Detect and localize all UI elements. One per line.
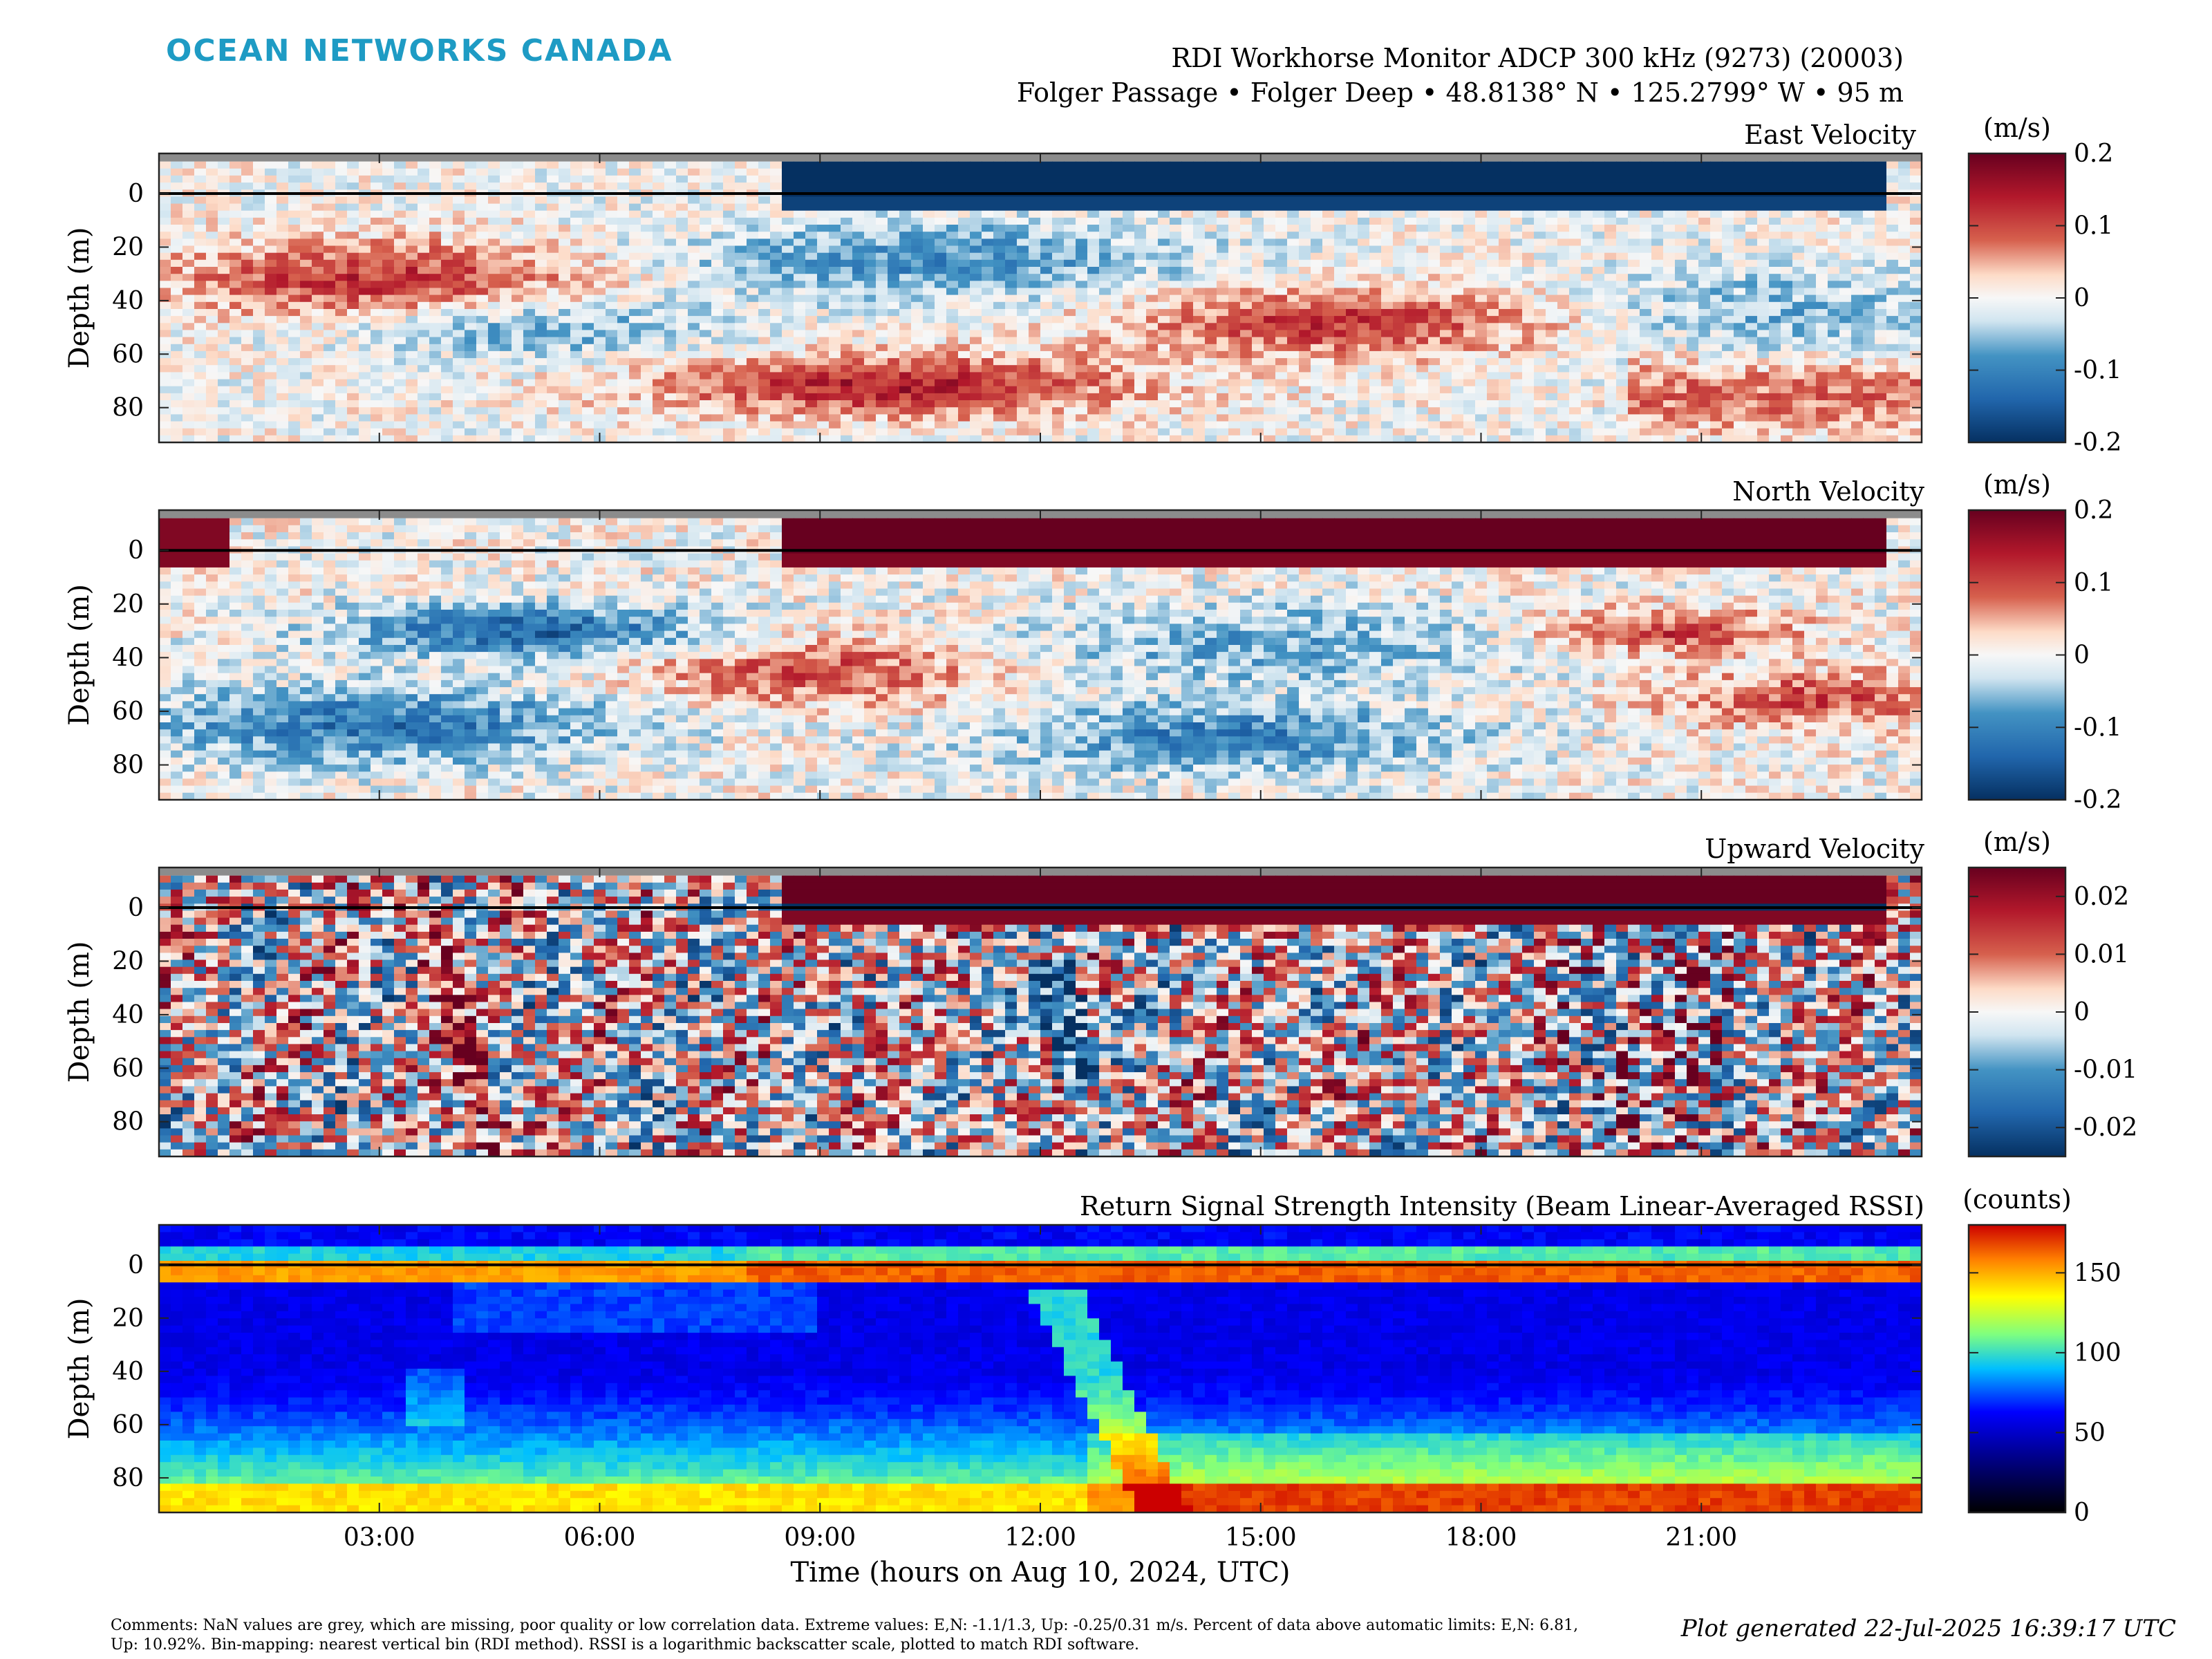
x-axis-label: Time (hours on Aug 10, 2024, UTC) (790, 1557, 1290, 1588)
colorbar-tick-label: -0.2 (2074, 786, 2121, 814)
colorbar-tick-label: 50 (2074, 1418, 2106, 1447)
colorbar (1967, 509, 2067, 801)
y-tick-label: 20 (112, 233, 144, 261)
comments-note: Comments: NaN values are grey, which are… (111, 1616, 1590, 1655)
y-tick-label: 60 (112, 340, 144, 368)
colorbar-unit: (m/s) (1983, 113, 2051, 143)
y-tick-label: 80 (112, 1108, 144, 1136)
colorbar-tick-label: 0.02 (2074, 883, 2129, 911)
heatmap-cells-3 (159, 875, 1922, 1157)
location-subtitle: Folger Passage • Folger Deep • 48.8138° … (1017, 77, 1904, 108)
colorbar-tick-label: -0.1 (2074, 357, 2121, 385)
y-axis-label: Depth (m) (64, 227, 95, 368)
colorbar-tick-label: -0.1 (2074, 713, 2121, 742)
instrument-title: RDI Workhorse Monitor ADCP 300 kHz (9273… (1171, 43, 1904, 73)
y-tick-label: 60 (112, 697, 144, 726)
y-tick-label: 80 (112, 394, 144, 422)
x-tick-label: 03:00 (344, 1524, 415, 1552)
panel-3: 0 20 40 60 80 Depth (m) Upward Velocity (m/s) 0.… (64, 827, 2137, 1158)
colorbar-tick-label: 100 (2074, 1339, 2121, 1367)
y-tick-label: 40 (112, 1358, 144, 1386)
colorbar-tick-label: -0.2 (2074, 429, 2121, 457)
colorbar-tick-label: 0 (2074, 998, 2090, 1027)
colorbar-tick-label: 0.1 (2074, 569, 2113, 597)
panel-4: 0 20 40 60 80 Depth (m) Return Signal Strength… (64, 1184, 2121, 1527)
colorbar-tick-label: 0.2 (2074, 140, 2113, 168)
colorbar-tick-label: -0.02 (2074, 1114, 2137, 1142)
panel-1: 0 20 40 60 80 Depth (m) East Velocity (m/s) 0.2 0… (64, 113, 2121, 457)
x-tick-label: 21:00 (1665, 1524, 1737, 1552)
x-tick-label: 18:00 (1445, 1524, 1517, 1552)
y-axis-label: Depth (m) (64, 941, 95, 1082)
heatmap-cells-2 (159, 518, 1922, 800)
y-tick-label: 40 (112, 1001, 144, 1029)
colorbar-unit: (m/s) (1983, 469, 2051, 500)
y-tick-label: 80 (112, 1464, 144, 1492)
x-tick-label: 06:00 (564, 1524, 636, 1552)
y-tick-label: 0 (128, 180, 144, 208)
y-tick-label: 20 (112, 590, 144, 619)
colorbar-tick-label: 0 (2074, 1499, 2090, 1527)
x-tick-label: 09:00 (784, 1524, 856, 1552)
y-tick-label: 20 (112, 1304, 144, 1333)
colorbar-unit: (counts) (1962, 1184, 2072, 1215)
y-tick-label: 40 (112, 287, 144, 315)
colorbar-tick-label: 0.1 (2074, 212, 2113, 241)
heatmap-cells-1 (159, 161, 1922, 443)
x-tick-label: 12:00 (1004, 1524, 1076, 1552)
x-tick-label: 15:00 (1225, 1524, 1297, 1552)
colorbar-tick-label: 0 (2074, 284, 2090, 312)
y-tick-label: 80 (112, 751, 144, 780)
plot-generated-timestamp: Plot generated 22-Jul-2025 16:39:17 UTC (1681, 1615, 2176, 1642)
panel-title: East Velocity (1744, 120, 1916, 150)
y-tick-label: 0 (128, 894, 144, 922)
colorbar-tick-label: 150 (2074, 1259, 2121, 1287)
colorbar (1967, 1224, 2067, 1514)
y-tick-label: 60 (112, 1411, 144, 1439)
panel-2: 0 20 40 60 80 Depth (m) North Velocity (m/s) 0.2… (64, 469, 2121, 814)
y-tick-label: 0 (128, 536, 144, 565)
panel-title: North Velocity (1732, 476, 1924, 507)
colorbar (1967, 866, 2067, 1158)
colorbar-tick-label: 0.2 (2074, 496, 2113, 525)
y-tick-label: 20 (112, 947, 144, 975)
colorbar-tick-label: -0.01 (2074, 1056, 2137, 1085)
y-tick-label: 60 (112, 1054, 144, 1082)
y-tick-label: 0 (128, 1251, 144, 1280)
colorbar-tick-label: 0.01 (2074, 940, 2129, 968)
colorbar (1967, 152, 2067, 444)
panel-title: Upward Velocity (1705, 834, 1924, 864)
colorbar-unit: (m/s) (1983, 827, 2051, 857)
panel-title: Return Signal Strength Intensity (Beam L… (1080, 1191, 1924, 1221)
y-tick-label: 40 (112, 644, 144, 672)
ocean-networks-canada-logo: OCEAN NETWORKS CANADA (166, 33, 673, 68)
y-axis-label: Depth (m) (64, 1297, 95, 1439)
y-axis-label: Depth (m) (64, 584, 95, 726)
heatmap-cells-4 (159, 1225, 1922, 1513)
colorbar-tick-label: 0 (2074, 641, 2090, 670)
